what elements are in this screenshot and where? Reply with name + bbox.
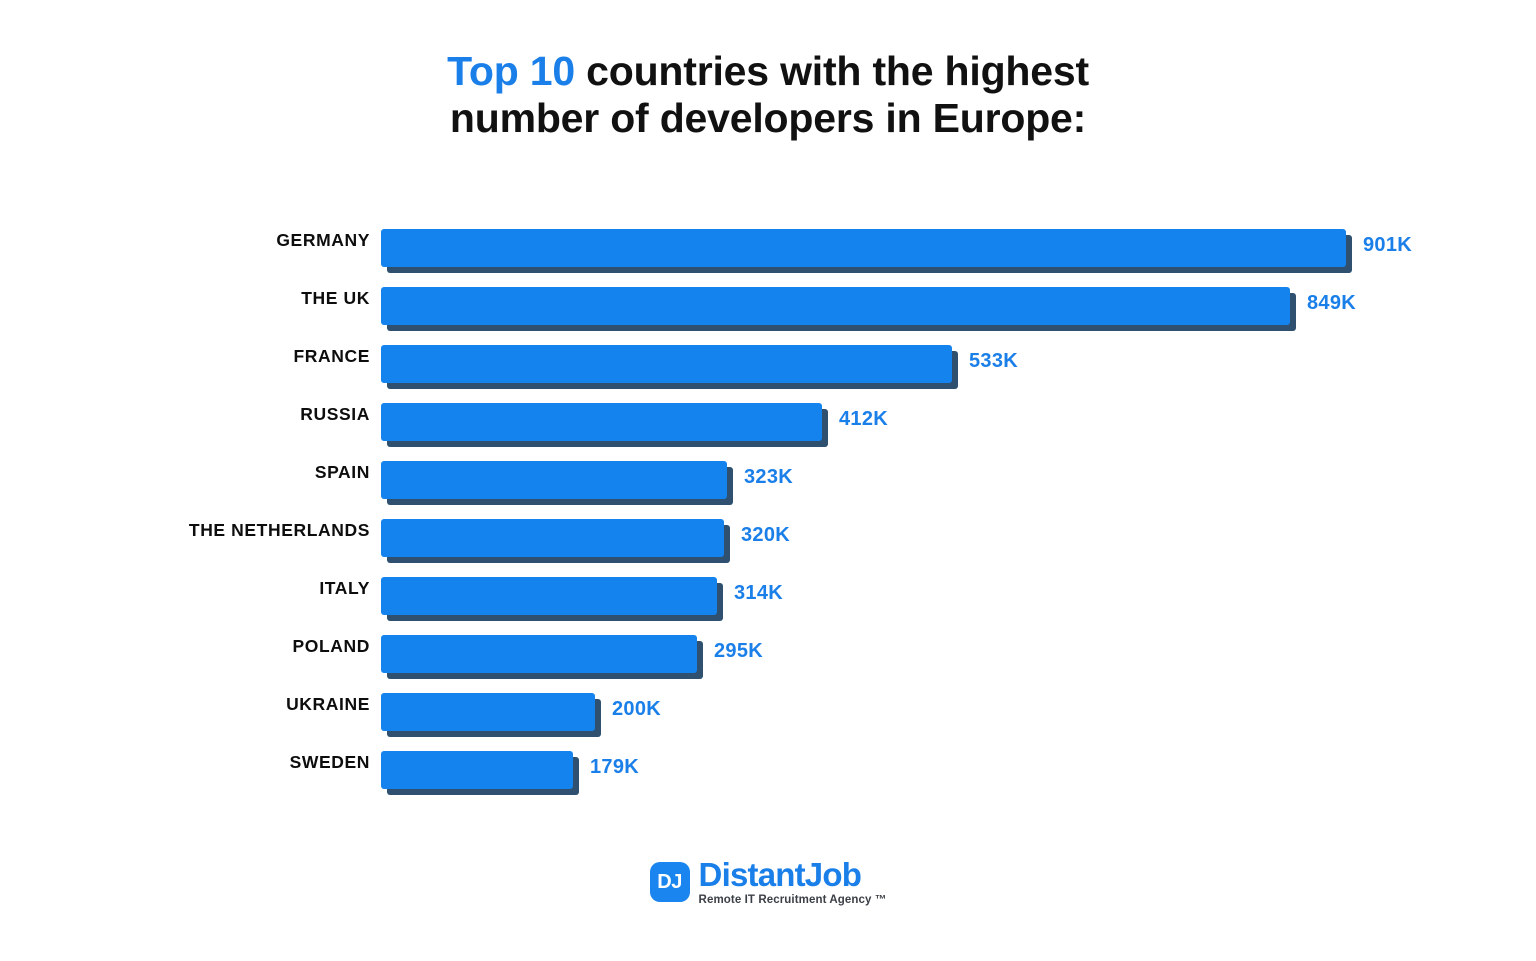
brand-logo-text: DistantJob Remote IT Recruitment Agency … [699,858,887,907]
distantjob-monogram-icon: DJ [649,862,690,903]
bar-row: FRANCE 533K [0,338,1536,396]
bar-category-label: SWEDEN [289,752,370,772]
bar[interactable] [381,461,733,505]
bar-value-label: 901K [1363,234,1413,256]
bar-category-label: GERMANY [276,230,370,250]
brand-logo-inner: DJ DistantJob Remote IT Recruitment Agen… [649,858,887,907]
bar-row: ITALY 314K [0,570,1536,628]
bar-row: THE UK 849K [0,280,1536,338]
bar-fill [381,345,952,383]
bar-row: THE NETHERLANDS 320K [0,512,1536,570]
bar-fill [381,635,697,673]
bar-row: RUSSIA 412K [0,396,1536,454]
bar-row: UKRAINE 200K [0,686,1536,744]
bar[interactable] [381,345,958,389]
bar[interactable] [381,519,730,563]
bar-category-label: ITALY [319,578,370,598]
bar-fill [381,751,573,789]
bar-row: POLAND 295K [0,628,1536,686]
bar-category-label: THE UK [301,288,370,308]
bar-row: SPAIN 323K [0,454,1536,512]
brand-logo[interactable]: DJ DistantJob Remote IT Recruitment Agen… [0,858,1536,907]
bar-fill [381,403,822,441]
bar-category-label: UKRAINE [286,694,370,714]
bar-value-label: 295K [714,640,764,662]
bar-value-label: 314K [734,582,784,604]
bar-fill [381,519,724,557]
page-title-accent: Top 10 [447,48,575,94]
brand-name: DistantJob [698,856,862,893]
bar[interactable] [381,287,1296,331]
bar-value-label: 533K [969,350,1019,372]
page-title: Top 10 countries with the highest number… [0,48,1536,142]
bar-fill [381,461,727,499]
bar-category-label: RUSSIA [300,404,370,424]
page-title-line-1-rest: countries with the highest [574,48,1089,94]
bar[interactable] [381,229,1352,273]
bar-row: SWEDEN 179K [0,744,1536,802]
bar-value-label: 320K [741,524,791,546]
bar-fill [381,229,1346,267]
bar-value-label: 179K [590,756,640,778]
bar-value-label: 200K [612,698,662,720]
bar-category-label: FRANCE [293,346,370,366]
bar[interactable] [381,751,579,795]
bar-fill [381,693,595,731]
bar-category-label: SPAIN [314,462,370,482]
bar-fill [381,287,1290,325]
page-title-line-1: Top 10 countries with the highest [0,48,1536,95]
brand-tagline: Remote IT Recruitment Agency ™ [698,894,887,906]
bar-row: GERMANY 901K [0,222,1536,280]
bar-value-label: 412K [839,408,889,430]
bar-value-label: 849K [1307,292,1357,314]
bar[interactable] [381,635,703,679]
bar-value-label: 323K [744,466,794,488]
bar-category-label: THE NETHERLANDS [188,520,370,540]
bar[interactable] [381,577,723,621]
bar[interactable] [381,693,601,737]
bar-chart: GERMANY 901K THE UK 849K FRANCE 533K RUSSIA 412… [0,222,1536,802]
page-title-line-2: number of developers in Europe: [449,95,1087,141]
bar[interactable] [381,403,828,447]
bar-fill [381,577,717,615]
bar-category-label: POLAND [292,636,370,656]
